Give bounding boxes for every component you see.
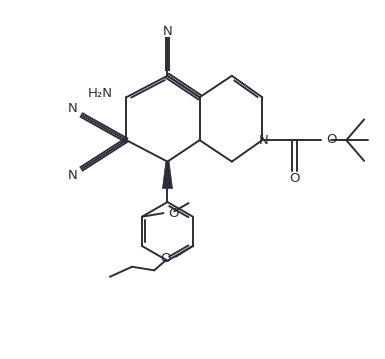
Text: N: N xyxy=(162,24,172,38)
Text: H₂N: H₂N xyxy=(88,87,113,100)
Polygon shape xyxy=(162,162,172,188)
Text: O: O xyxy=(160,252,170,265)
Text: N: N xyxy=(68,169,77,182)
Text: O: O xyxy=(168,207,179,220)
Text: N: N xyxy=(258,134,268,147)
Text: O: O xyxy=(326,132,336,146)
Text: N: N xyxy=(68,102,77,115)
Text: O: O xyxy=(289,172,300,185)
